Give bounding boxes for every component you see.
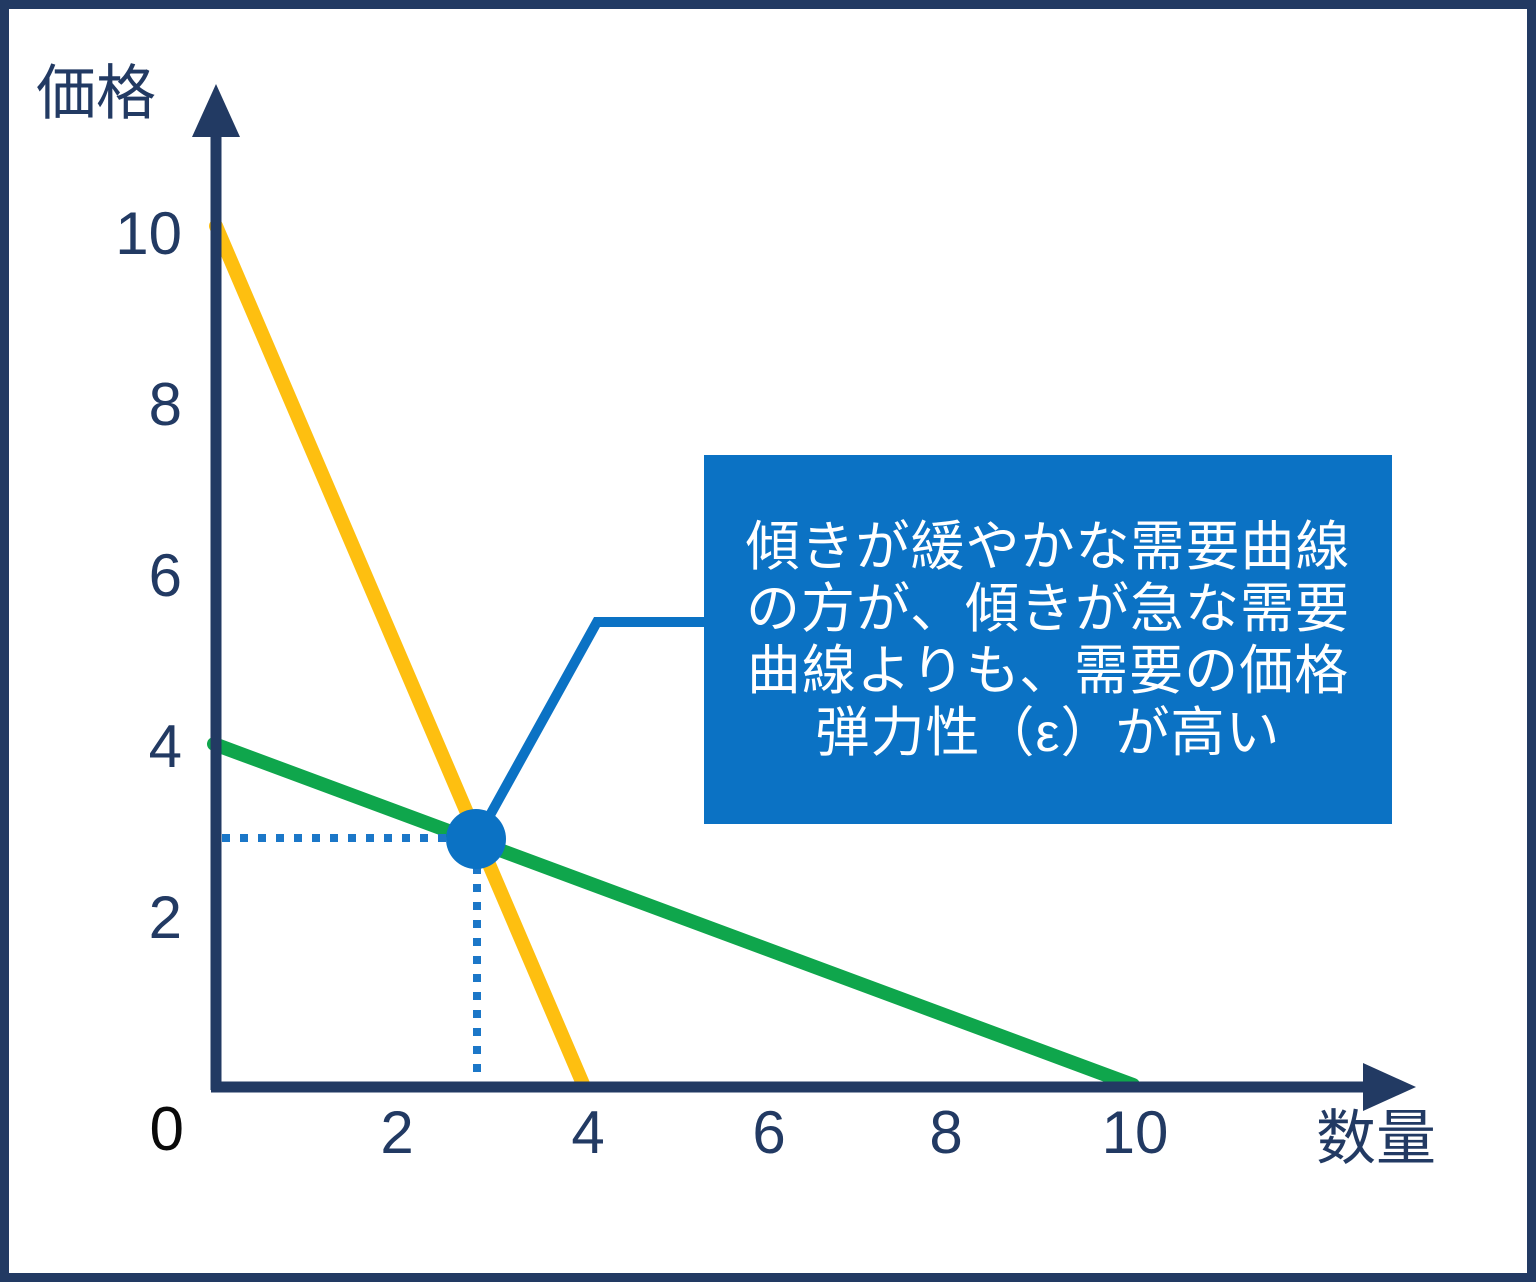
intersection-point-dot — [446, 809, 506, 869]
y-tick-label-2: 2 — [149, 884, 182, 951]
origin-tick-label: 0 — [150, 1095, 184, 1164]
steep-demand-curve-line — [209, 219, 590, 1091]
y-tick-label-10: 10 — [115, 200, 182, 267]
annotation-text-line: 弾力性（ε）が高い — [815, 702, 1281, 763]
x-tick-label-10: 10 — [1102, 1099, 1169, 1166]
x-tick-label-4: 4 — [571, 1099, 604, 1166]
x-axis-arrow-icon — [1363, 1063, 1416, 1111]
y-axis-title: 価格 — [36, 60, 156, 127]
callout-leader-line — [479, 617, 706, 829]
x-tick-label-6: 6 — [752, 1099, 785, 1166]
y-tick-label-4: 4 — [149, 713, 182, 780]
y-tick-label-8: 8 — [149, 371, 182, 438]
annotation-text-line: の方が、傾きが急な需要 — [746, 578, 1350, 639]
annotation-text-line: 傾きが緩やかな需要曲線 — [745, 516, 1351, 577]
x-tick-label-8: 8 — [929, 1099, 962, 1166]
elasticity-annotation-callout: 傾きが緩やかな需要曲線 の方が、傾きが急な需要 曲線よりも、需要の価格 弾力性（… — [704, 455, 1392, 824]
gentle-demand-curve-line — [207, 737, 1140, 1092]
annotation-text-line: 曲線よりも、需要の価格 — [746, 640, 1350, 701]
x-axis-title: 数量 — [1316, 1105, 1436, 1172]
y-axis-arrow-icon — [192, 84, 240, 137]
x-tick-label-2: 2 — [380, 1099, 413, 1166]
y-tick-label-6: 6 — [149, 542, 182, 609]
